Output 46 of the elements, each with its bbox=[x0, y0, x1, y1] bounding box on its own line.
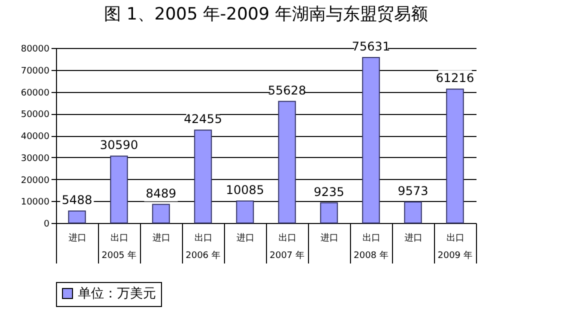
bar bbox=[320, 202, 338, 224]
data-label: 55628 bbox=[268, 83, 306, 98]
x-tick-label: 出口 bbox=[362, 232, 380, 244]
bar bbox=[194, 130, 212, 224]
chart-title: 图 1、2005 年-2009 年湖南与东盟贸易额 bbox=[104, 4, 428, 25]
text: 2008 年 bbox=[354, 250, 388, 261]
data-label: 10085 bbox=[226, 182, 264, 197]
bar bbox=[152, 204, 170, 224]
text: 2006 年 bbox=[186, 250, 220, 261]
y-tick-label: 0 bbox=[44, 220, 50, 230]
bar bbox=[68, 210, 86, 224]
legend-label: 单位：万美元 bbox=[78, 286, 156, 302]
y-tick-label: 30000 bbox=[20, 154, 50, 164]
x-tick-label: 出口 bbox=[194, 232, 212, 244]
x-tick-label: 出口 bbox=[278, 232, 296, 244]
data-label: 9573 bbox=[398, 184, 428, 198]
y-tick-label: 60000 bbox=[20, 88, 50, 98]
data-label: 75631 bbox=[352, 40, 390, 54]
data-label: 30590 bbox=[100, 138, 138, 152]
data-label: 42455 bbox=[184, 112, 222, 126]
x-tick-label: 进口 bbox=[236, 232, 254, 244]
x-tick-label: 进口 bbox=[68, 232, 86, 244]
y-tick-label: 80000 bbox=[20, 44, 50, 54]
x-tick-label: 出口 bbox=[446, 232, 464, 244]
x-tick-label: 进口 bbox=[404, 232, 422, 244]
data-label: 61216 bbox=[436, 71, 474, 86]
y-tick-label: 70000 bbox=[20, 66, 50, 76]
x-tick-label: 进口 bbox=[320, 232, 338, 244]
bar bbox=[404, 202, 422, 224]
y-tick-label: 50000 bbox=[20, 110, 50, 120]
y-tick-label: 20000 bbox=[20, 176, 50, 186]
bar bbox=[236, 200, 254, 224]
y-tick-label: 10000 bbox=[20, 198, 50, 208]
text: 2009 年 bbox=[438, 250, 472, 261]
bar bbox=[110, 156, 128, 224]
y-tick-label: 40000 bbox=[20, 132, 50, 142]
bar bbox=[278, 100, 296, 224]
x-tick-label: 出口 bbox=[110, 232, 128, 244]
bar bbox=[362, 57, 380, 224]
text: 2005 年 bbox=[102, 250, 136, 261]
data-label: 8489 bbox=[146, 186, 176, 200]
x-tick-label: 进口 bbox=[152, 232, 170, 244]
text: 2007 年 bbox=[270, 250, 304, 261]
bar bbox=[446, 88, 464, 224]
data-label: 9235 bbox=[314, 184, 344, 199]
data-label: 5488 bbox=[62, 192, 92, 207]
